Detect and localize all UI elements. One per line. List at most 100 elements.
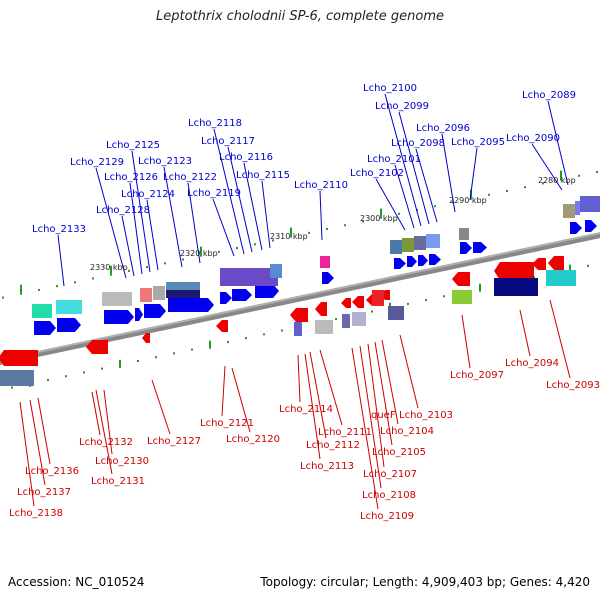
gene-label[interactable]: Lcho_2121: [200, 418, 254, 429]
gene-label[interactable]: Lcho_2095: [451, 137, 505, 148]
gene-label[interactable]: Lcho_2108: [362, 490, 416, 501]
genome-backbone-highlight: [0, 232, 600, 361]
gene-label[interactable]: Lcho_2132: [79, 437, 133, 448]
gene-label[interactable]: Lcho_2137: [17, 487, 71, 498]
gene-label[interactable]: Lcho_2114: [279, 404, 333, 415]
kbp-label: 2280 kbp: [538, 176, 576, 185]
leader-line: [381, 339, 399, 425]
gene-label[interactable]: Lcho_2111: [318, 427, 372, 438]
gene-label[interactable]: Lcho_2127: [147, 436, 201, 447]
reverse-gene: [341, 298, 351, 308]
leader-line: [398, 111, 430, 225]
tick-dot: [155, 356, 157, 359]
reverse-gene: [0, 350, 38, 366]
gene-box: [402, 238, 414, 252]
gene-label[interactable]: Lcho_2131: [91, 476, 145, 487]
leader-line: [469, 147, 478, 201]
gene-label[interactable]: Lcho_2105: [372, 447, 426, 458]
tick-dot: [20, 292, 22, 295]
gene-label[interactable]: Lcho_2089: [522, 90, 576, 101]
tick-dot: [380, 216, 382, 219]
gene-label[interactable]: Lcho_2120: [226, 434, 280, 445]
gene-label[interactable]: Lcho_2130: [95, 456, 149, 467]
gene-label[interactable]: Lcho_2128: [96, 205, 150, 216]
gene-label[interactable]: Lcho_2118: [188, 118, 242, 129]
gene-label[interactable]: Lcho_2126: [104, 172, 158, 183]
gene-label[interactable]: queF: [371, 410, 396, 421]
leader-line: [549, 299, 571, 379]
gene-label[interactable]: Lcho_2103: [399, 410, 453, 421]
leader-line: [121, 215, 135, 277]
leader-line: [212, 198, 235, 257]
gene-label[interactable]: Lcho_2136: [25, 466, 79, 477]
kbp-label: 2310 kbp: [270, 232, 308, 241]
leader-line: [37, 397, 51, 465]
leader-line: [146, 199, 159, 271]
gene-label[interactable]: Lcho_2097: [450, 370, 504, 381]
tick-major: [200, 246, 202, 255]
leader-line: [384, 93, 422, 227]
gene-label[interactable]: Lcho_2090: [506, 133, 560, 144]
tick-major: [290, 227, 292, 236]
gene-label[interactable]: Lcho_2129: [70, 157, 124, 168]
gene-layer: [0, 196, 600, 386]
tick-dot: [542, 182, 544, 185]
gene-label[interactable]: Lcho_2124: [121, 189, 175, 200]
gene-label[interactable]: Lcho_2094: [505, 358, 559, 369]
tick-dot: [308, 231, 310, 234]
gene-label[interactable]: Lcho_2100: [363, 83, 417, 94]
forward-gene: [394, 258, 406, 269]
tick-dot: [191, 348, 193, 351]
tick-dot: [47, 379, 49, 382]
forward-label-layer: Lcho_2089 Lcho_2090 Lcho_2095 Lcho_2096 …: [32, 83, 576, 235]
tick-major: [20, 284, 22, 293]
gene-label[interactable]: Lcho_2096: [416, 123, 470, 134]
reverse-gene: [216, 320, 228, 332]
gene-label[interactable]: Lcho_2099: [375, 101, 429, 112]
gene-label[interactable]: Lcho_2112: [306, 440, 360, 451]
tick-dot: [83, 371, 85, 374]
gene-label[interactable]: Lcho_2138: [9, 508, 63, 519]
gene-label[interactable]: Lcho_2122: [163, 172, 217, 183]
gene-label[interactable]: Lcho_2115: [236, 170, 290, 181]
tick-dot: [227, 340, 229, 343]
leader-line: [129, 182, 143, 275]
kbp-label: 2290 kbp: [449, 196, 487, 205]
gene-label[interactable]: Lcho_2098: [391, 138, 445, 149]
leader-line: [367, 343, 385, 468]
gene-label[interactable]: Lcho_2107: [363, 469, 417, 480]
gene-label[interactable]: Lcho_2116: [219, 152, 273, 163]
forward-gene: [232, 289, 252, 301]
tick-dot: [65, 375, 67, 378]
tick-dot: [335, 318, 337, 321]
gene-box: [352, 312, 366, 326]
reverse-gene: [290, 308, 308, 322]
tick-major: [209, 340, 211, 349]
reverse-gene: [532, 258, 546, 270]
reverse-gene: [315, 302, 327, 316]
gene-label[interactable]: Lcho_2117: [201, 136, 255, 147]
gene-label[interactable]: Lcho_2133: [32, 224, 86, 235]
gene-label[interactable]: Lcho_2102: [350, 168, 404, 179]
forward-gene: [220, 292, 232, 304]
gene-label[interactable]: Lcho_2101: [367, 154, 421, 165]
gene-box: [426, 234, 440, 248]
tick-dot: [254, 243, 256, 246]
kbp-label: 2330 kbp: [90, 263, 128, 272]
tick-dot: [290, 235, 292, 238]
forward-gene: [473, 242, 487, 253]
tick-major: [479, 283, 481, 292]
gene-label[interactable]: Lcho_2125: [106, 140, 160, 151]
gene-label[interactable]: Lcho_2119: [187, 188, 241, 199]
gene-label[interactable]: Lcho_2093: [546, 380, 600, 391]
forward-gene: [255, 284, 279, 298]
gene-label[interactable]: Lcho_2109: [360, 511, 414, 522]
gene-label[interactable]: Lcho_2113: [300, 461, 354, 472]
tick-dot: [596, 170, 598, 173]
forward-gene: [585, 220, 597, 232]
gene-label[interactable]: Lcho_2104: [380, 426, 434, 437]
gene-label[interactable]: Lcho_2110: [294, 180, 348, 191]
leader-line: [531, 143, 563, 191]
gene-label[interactable]: Lcho_2123: [138, 156, 192, 167]
leader-line: [95, 167, 127, 279]
